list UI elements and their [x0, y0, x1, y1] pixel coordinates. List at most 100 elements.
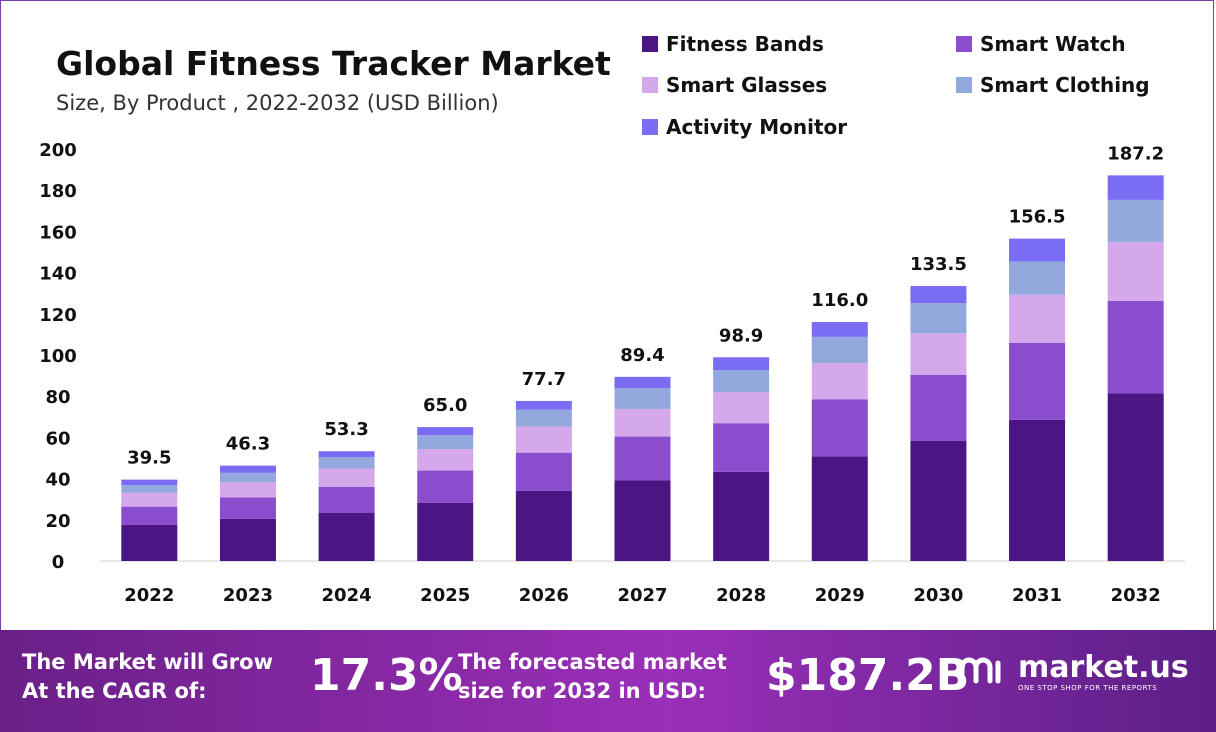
y-tick-label: 0: [52, 552, 65, 573]
legend-swatch-smart-clothing: [956, 77, 972, 93]
cagr-caption: The Market will Grow At the CAGR of:: [22, 648, 273, 706]
legend-item-smart-clothing: Smart Clothing: [956, 73, 1150, 97]
legend-item-smart-glasses: Smart Glasses: [642, 73, 827, 97]
x-tick-label: 2022: [124, 585, 174, 606]
bar-segment-smart-clothing: [1107, 199, 1164, 242]
bar-segment-fitness-bands: [219, 518, 276, 561]
y-tick-label: 80: [45, 387, 70, 408]
bar-total-label: 53.3: [324, 419, 368, 440]
bar-segment-smart-glasses: [318, 468, 375, 487]
bar-segment-activity-monitor: [713, 357, 770, 371]
legend-swatch-fitness-bands: [642, 36, 658, 52]
bar-segment-smart-watch: [910, 374, 967, 441]
y-tick-label: 100: [39, 346, 77, 367]
y-tick-label: 120: [39, 305, 77, 326]
bar-segment-smart-clothing: [121, 485, 178, 493]
bar-segment-smart-watch: [121, 506, 178, 525]
bar-segment-activity-monitor: [1107, 175, 1164, 200]
brand-tagline: ONE STOP SHOP FOR THE REPORTS: [1018, 684, 1158, 692]
y-tick-label: 40: [45, 470, 70, 491]
bar-segment-activity-monitor: [910, 285, 967, 304]
x-tick-label: 2030: [913, 585, 963, 606]
bar-segment-activity-monitor: [417, 427, 474, 436]
x-tick-label: 2025: [420, 585, 470, 606]
x-tick-label: 2023: [223, 585, 273, 606]
market-us-brand: market.us ONE STOP SHOP FOR THE REPORTS: [958, 652, 1189, 692]
brand-name: market.us: [1018, 650, 1189, 685]
legend-label: Fitness Bands: [666, 32, 824, 56]
bar-total-label: 46.3: [226, 434, 270, 455]
bar-segment-fitness-bands: [614, 480, 671, 561]
bar-segment-smart-clothing: [515, 409, 572, 427]
bar-total-label: 98.9: [719, 325, 763, 346]
bar-segment-smart-watch: [1107, 300, 1164, 394]
bar-segment-activity-monitor: [614, 376, 671, 389]
legend-label: Activity Monitor: [666, 115, 848, 139]
footer-banner: The Market will Grow At the CAGR of: 17.…: [0, 630, 1216, 732]
x-tick-label: 2024: [322, 585, 372, 606]
bar-total-label: 39.5: [127, 448, 171, 469]
bar-segment-fitness-bands: [1009, 419, 1066, 561]
bar-segment-smart-watch: [219, 497, 276, 519]
legend-item-smart-watch: Smart Watch: [956, 32, 1126, 56]
bar-total-label: 156.5: [1009, 207, 1066, 228]
bar-segment-smart-clothing: [811, 336, 868, 364]
bar-total-label: 77.7: [522, 369, 566, 390]
bar-segment-smart-watch: [515, 452, 572, 491]
bar-segment-smart-glasses: [219, 482, 276, 498]
legend-item-fitness-bands: Fitness Bands: [642, 32, 824, 56]
bar-segment-smart-glasses: [910, 333, 967, 375]
bar-segment-smart-clothing: [713, 370, 770, 393]
forecast-value: $187.2B: [766, 650, 970, 701]
forecast-caption: The forecasted market size for 2032 in U…: [458, 648, 727, 706]
bar-segment-activity-monitor: [121, 479, 178, 486]
x-tick-label: 2031: [1012, 585, 1062, 606]
forecast-caption-line2: size for 2032 in USD:: [458, 679, 706, 703]
legend-swatch-activity-monitor: [642, 119, 658, 135]
cagr-caption-line1: The Market will Grow: [22, 650, 273, 674]
legend-item-activity-monitor: Activity Monitor: [642, 115, 847, 139]
bar-segment-fitness-bands: [318, 513, 375, 561]
x-tick-label: 2028: [716, 585, 766, 606]
bar-total-label: 65.0: [423, 395, 467, 416]
bar-segment-smart-glasses: [515, 426, 572, 453]
bar-segment-smart-watch: [713, 423, 770, 472]
bar-segment-fitness-bands: [1107, 393, 1164, 561]
y-tick-label: 180: [39, 181, 77, 202]
bar-segment-activity-monitor: [811, 322, 868, 337]
bar-segment-smart-glasses: [121, 492, 178, 507]
bar-total-label: 187.2: [1107, 143, 1164, 164]
cagr-value: 17.3%: [310, 650, 463, 701]
cagr-caption-line2: At the CAGR of:: [22, 679, 207, 703]
y-tick-label: 160: [39, 222, 77, 243]
bar-total-label: 116.0: [811, 290, 868, 311]
bar-segment-fitness-bands: [713, 471, 770, 561]
y-tick-label: 20: [45, 511, 70, 532]
bar-segment-activity-monitor: [318, 451, 375, 457]
bar-total-label: 133.5: [910, 254, 967, 275]
bar-segment-smart-clothing: [318, 456, 375, 469]
bar-segment-smart-glasses: [417, 449, 474, 471]
legend-label: Smart Glasses: [666, 73, 828, 97]
bar-segment-smart-watch: [1009, 342, 1066, 420]
x-tick-label: 2032: [1111, 585, 1161, 606]
y-tick-label: 60: [45, 428, 70, 449]
bar-segment-smart-watch: [417, 470, 474, 503]
bar-segment-smart-clothing: [1009, 261, 1066, 295]
legend-label: Smart Clothing: [980, 73, 1150, 97]
chart-title: Global Fitness Tracker Market: [56, 44, 611, 83]
legend-swatch-smart-glasses: [642, 77, 658, 93]
bar-segment-smart-glasses: [1107, 241, 1164, 301]
y-tick-label: 200: [39, 140, 77, 161]
legend-swatch-smart-watch: [956, 36, 972, 52]
bar-segment-smart-watch: [614, 436, 671, 481]
bar-total-label: 89.4: [620, 345, 664, 366]
bar-segment-smart-glasses: [1009, 294, 1066, 343]
x-tick-label: 2029: [815, 585, 865, 606]
bar-segment-smart-clothing: [219, 472, 276, 483]
bar-segment-smart-watch: [811, 399, 868, 457]
forecast-caption-line1: The forecasted market: [458, 650, 727, 674]
bar-segment-smart-clothing: [417, 435, 474, 450]
bar-segment-fitness-bands: [910, 440, 967, 561]
bar-segment-activity-monitor: [219, 465, 276, 473]
